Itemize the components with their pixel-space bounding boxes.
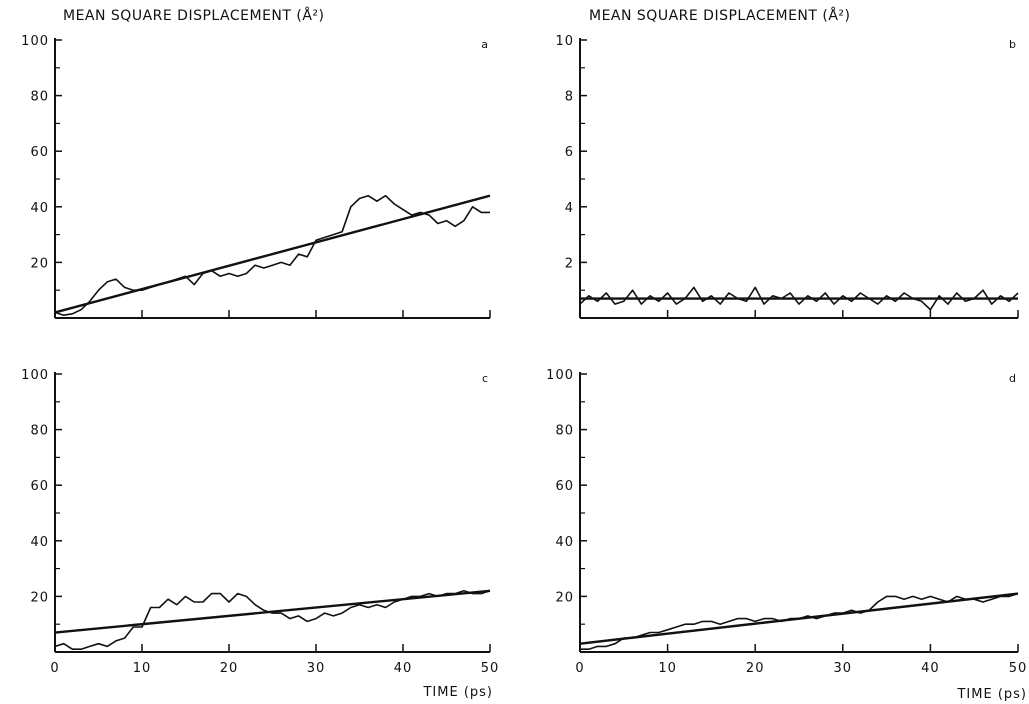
ylabel-a: MEAN SQUARE DISPLACEMENT (Å²) (63, 7, 325, 24)
y-tick-label-a-100: 100 (21, 34, 49, 49)
y-tick-label-c-20: 20 (30, 590, 49, 605)
x-tick-label-d-20: 20 (746, 661, 765, 676)
panel-letter-a: a (481, 38, 488, 51)
y-tick-label-c-40: 40 (30, 535, 49, 550)
ylabel-b: MEAN SQUARE DISPLACEMENT (Å²) (589, 7, 851, 24)
x-tick-label-c-20: 20 (220, 661, 239, 676)
panel-letter-b: b (1009, 38, 1016, 51)
panel-letter-d: d (1009, 372, 1016, 385)
panel-d: 20 40 60 80 100 0 10 20 30 40 50 d (546, 368, 1028, 676)
y-tick-label-b-4: 4 (565, 201, 574, 216)
xlabel-c: TIME (ps) (422, 685, 493, 700)
fit-line-d (579, 592, 1019, 645)
fit-line-a (54, 194, 491, 314)
y-tick-label-d-60: 60 (555, 479, 574, 494)
x-tick-label-d-50: 50 (1009, 661, 1028, 676)
x-tick-label-c-10: 10 (133, 661, 152, 676)
y-tick-label-d-20: 20 (555, 590, 574, 605)
x-tick-label-c-50: 50 (481, 661, 500, 676)
x-tick-label-c-0: 0 (50, 661, 59, 676)
x-tick-label-c-40: 40 (394, 661, 413, 676)
y-tick-label-a-80: 80 (30, 90, 49, 105)
x-tick-label-d-30: 30 (834, 661, 853, 676)
y-tick-label-d-80: 80 (555, 424, 574, 439)
x-tick-label-d-40: 40 (921, 661, 940, 676)
xlabel-d: TIME (ps) (956, 687, 1027, 702)
panel-letter-c: c (482, 372, 488, 385)
panel-b: 2 4 6 8 10 b (555, 34, 1019, 319)
y-tick-label-c-80: 80 (30, 424, 49, 439)
y-tick-label-a-20: 20 (30, 256, 49, 271)
panel-a: 20 40 60 80 100 a (21, 34, 491, 319)
y-tick-label-b-10: 10 (555, 34, 574, 49)
y-tick-label-b-8: 8 (565, 90, 574, 105)
x-tick-label-d-0: 0 (575, 661, 584, 676)
y-tick-label-b-6: 6 (565, 145, 574, 160)
x-tick-label-d-10: 10 (658, 661, 677, 676)
y-tick-label-d-100: 100 (546, 368, 574, 383)
y-tick-label-c-60: 60 (30, 479, 49, 494)
y-tick-label-d-40: 40 (555, 535, 574, 550)
y-tick-label-a-60: 60 (30, 145, 49, 160)
panel-c: 20 40 60 80 100 0 10 20 30 40 50 c (21, 368, 500, 676)
y-tick-label-b-2: 2 (565, 256, 574, 271)
y-tick-label-c-100: 100 (21, 368, 49, 383)
fit-line-c (54, 589, 491, 634)
x-tick-label-c-30: 30 (307, 661, 326, 676)
y-tick-label-a-40: 40 (30, 201, 49, 216)
msd-series-c (54, 589, 491, 651)
msd-series-a (54, 194, 490, 317)
